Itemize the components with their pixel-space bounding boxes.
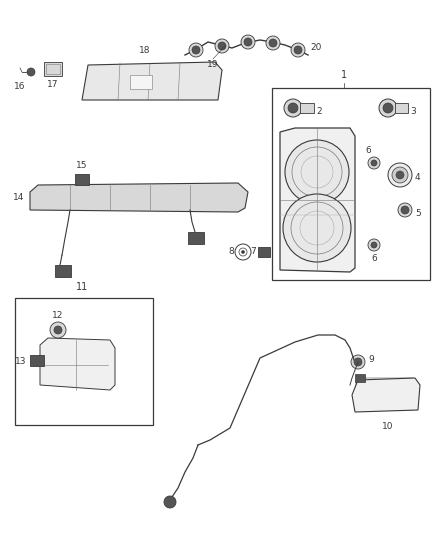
Circle shape (164, 496, 176, 508)
Text: 4: 4 (415, 174, 420, 182)
Polygon shape (352, 378, 420, 412)
Circle shape (266, 36, 280, 50)
Text: 1: 1 (341, 70, 347, 80)
Bar (258, 247, 270, 257)
Circle shape (354, 358, 362, 366)
Circle shape (241, 35, 255, 49)
Text: 16: 16 (14, 82, 26, 91)
Text: 2: 2 (316, 107, 321, 116)
Circle shape (284, 99, 302, 117)
Bar (55, 265, 71, 277)
Text: 3: 3 (410, 107, 416, 116)
Bar (46, 64, 60, 74)
Text: 14: 14 (13, 192, 24, 201)
Circle shape (351, 355, 365, 369)
Text: 12: 12 (52, 311, 64, 320)
Text: 6: 6 (365, 146, 371, 155)
Text: 6: 6 (371, 254, 377, 263)
Circle shape (27, 68, 35, 76)
Circle shape (192, 46, 200, 54)
Circle shape (50, 322, 66, 338)
Circle shape (368, 239, 380, 251)
Circle shape (218, 42, 226, 50)
Circle shape (288, 103, 298, 113)
Circle shape (189, 43, 203, 57)
Circle shape (371, 160, 377, 166)
Circle shape (241, 251, 244, 254)
Text: 17: 17 (47, 80, 59, 89)
Circle shape (392, 167, 408, 183)
Circle shape (283, 194, 351, 262)
Circle shape (398, 203, 412, 217)
Bar (75, 174, 89, 185)
Circle shape (285, 140, 349, 204)
Text: 11: 11 (76, 282, 88, 292)
Polygon shape (82, 62, 222, 100)
Bar (395, 103, 408, 113)
Circle shape (244, 38, 252, 46)
Text: 10: 10 (382, 422, 394, 431)
Text: 9: 9 (368, 356, 374, 365)
Bar (355, 374, 365, 382)
Text: 7: 7 (250, 247, 256, 256)
Circle shape (294, 46, 302, 54)
Circle shape (368, 157, 380, 169)
Circle shape (396, 171, 404, 179)
Bar (44, 62, 62, 76)
Text: 8: 8 (228, 247, 234, 256)
Bar (272, 88, 430, 280)
Text: 19: 19 (207, 60, 219, 69)
Circle shape (291, 43, 305, 57)
Text: 20: 20 (310, 44, 321, 52)
Circle shape (379, 99, 397, 117)
Polygon shape (30, 183, 248, 212)
Text: 15: 15 (76, 161, 88, 170)
Text: 18: 18 (139, 46, 151, 55)
Circle shape (215, 39, 229, 53)
Circle shape (371, 242, 377, 248)
Bar (15, 298, 153, 425)
Circle shape (54, 326, 62, 334)
Circle shape (388, 163, 412, 187)
Polygon shape (280, 128, 355, 272)
Circle shape (383, 103, 393, 113)
Bar (300, 103, 314, 113)
Bar (130, 75, 152, 89)
Circle shape (269, 39, 277, 47)
Text: 5: 5 (415, 208, 421, 217)
Text: 13: 13 (14, 357, 26, 366)
Circle shape (401, 206, 409, 214)
Bar (188, 232, 204, 244)
Bar (30, 355, 44, 366)
Polygon shape (40, 338, 115, 390)
